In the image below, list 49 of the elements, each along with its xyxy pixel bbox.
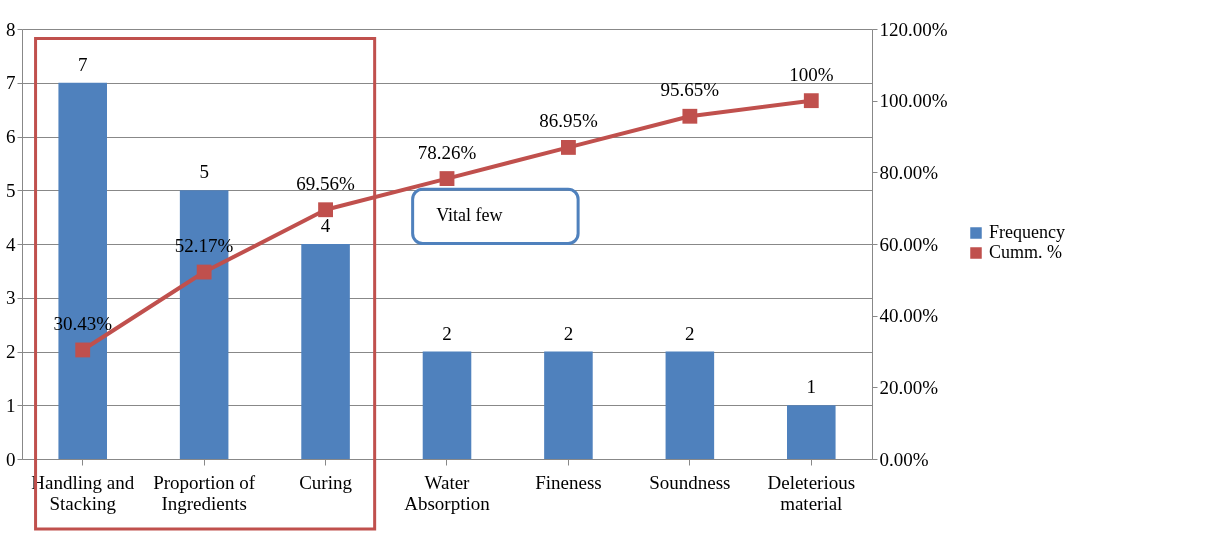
point [803,93,819,109]
y2-tick-label: 20.00% [879,376,939,398]
y-tick-label: 5 [6,179,16,201]
bar [665,351,715,459]
x-tick-label: Curing [299,471,353,493]
point [75,342,91,358]
y-tick-label: 2 [6,341,16,362]
y2-tick-label: 60.00% [879,233,939,255]
x-tick-label: Fineness [535,471,602,493]
bar [544,351,593,459]
data-label: 100% [789,63,834,85]
legend-label: Cumm. % [989,242,1063,262]
data-label: 78.26% [417,141,477,163]
y-tick-label: 7 [6,72,16,94]
x-tick-label: Water Absorption [404,471,491,514]
data-label: 7 [77,53,88,75]
y2-tick-label: 100.00% [879,90,948,112]
x-tick-label: Deleterious material [767,471,856,514]
legend-label: Frequency [989,222,1065,242]
y2-tick-label: 80.00% [879,161,939,183]
data-label: 69.56% [296,172,356,194]
bar [787,405,836,459]
y-tick-label: 3 [6,287,16,309]
data-label: 4 [320,215,331,236]
point [196,264,212,280]
x-tick-label: Soundness [649,471,731,493]
y-tick-label: 6 [6,126,16,147]
annotation: Vital few [436,204,503,225]
y2-tick-label: 40.00% [879,305,939,327]
data-label: 2 [563,322,574,344]
bar [422,351,472,459]
y-tick-label: 4 [6,233,16,255]
y2-tick-label: 0.00% [879,448,929,470]
bar [301,244,350,459]
y-tick-label: 8 [6,18,16,40]
point [561,140,576,155]
data-label: 2 [685,322,695,344]
x-tick-label: Proportion of Ingredients [153,471,256,514]
y2-tick-label: 120.00% [879,18,948,40]
y-tick-label: 1 [6,394,16,416]
point [318,202,333,218]
data-label: 1 [806,376,817,398]
data-label: 2 [442,322,452,344]
data-label: 86.95% [539,110,598,132]
data-label: 95.65% [660,79,720,101]
point [439,171,455,186]
data-label: 5 [199,161,209,183]
y-tick-label: 0 [6,448,16,470]
point [682,108,698,124]
